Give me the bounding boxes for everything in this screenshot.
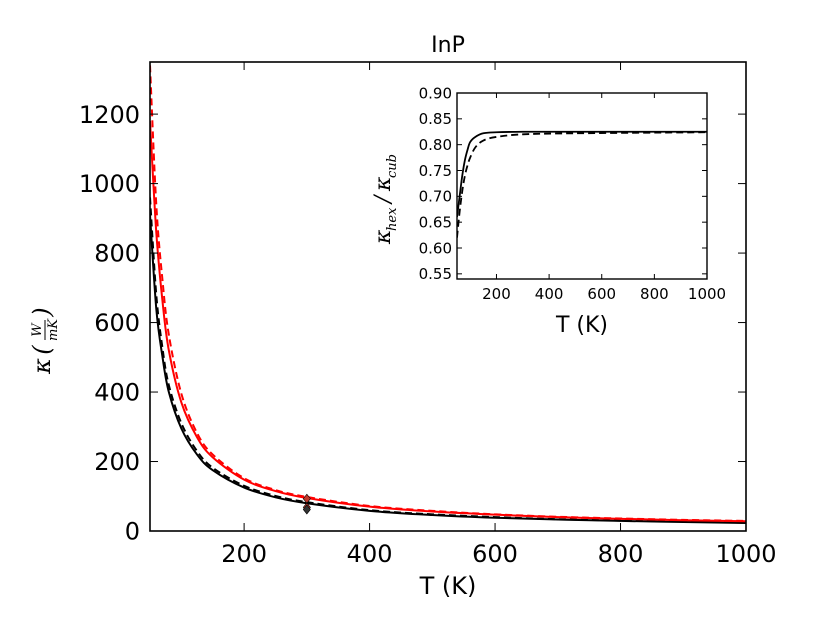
main-markers-group (302, 493, 311, 515)
series-line-0 (457, 130, 707, 218)
inset-y-label-kappa1: κ (371, 229, 396, 245)
y-tick-label-4: 0.75 (419, 162, 452, 180)
y-tick-label-3: 600 (94, 309, 140, 337)
y-tick-label-1: 200 (94, 448, 140, 476)
y-tick-label-1: 0.60 (419, 239, 452, 257)
series-line-2 (150, 121, 746, 523)
y-tick-label-0: 0.55 (419, 265, 452, 283)
inset-y-label-slash: / (371, 193, 396, 205)
y-tick-label-6: 1200 (79, 101, 140, 129)
main-plot-frame (149, 61, 747, 532)
y-axis-label-symbol: κ (28, 358, 56, 375)
inset-ticks-group: 200 400 600 800 1000 0.55 0.60 0.65 0.70 0.75 0.80… (419, 84, 727, 303)
y-axis-label-numerator: W (30, 322, 45, 337)
y-tick-label-5: 1000 (79, 170, 140, 198)
inset-x-axis-label: T (K) (555, 313, 608, 338)
y-tick-label-6: 0.85 (419, 110, 452, 128)
x-tick-label-3: 800 (640, 285, 669, 303)
inset-background (457, 93, 707, 279)
y-axis-label-paren-open: ( (28, 345, 56, 355)
y-tick-label-2: 0.65 (419, 214, 452, 232)
x-tick-label-2: 600 (472, 540, 518, 568)
main-ticks-group: 200 400 600 800 1000 0 200 400 600 800 1000 1200 (79, 62, 777, 568)
chart-title: InP (431, 33, 465, 58)
y-tick-label-3: 0.70 (419, 188, 452, 206)
x-tick-label-4: 1000 (715, 540, 776, 568)
series-line-1 (150, 197, 746, 524)
y-axis-label: κ ( W mK ) (28, 307, 61, 375)
y-tick-label-7: 0.90 (419, 84, 452, 102)
data-marker-2 (302, 504, 311, 515)
inset-plot-frame (456, 92, 708, 280)
y-axis-label-denominator: mK (46, 318, 61, 341)
y-axis-label-paren-close: ) (28, 307, 56, 317)
y-tick-label-0: 0 (125, 518, 140, 546)
x-tick-label-3: 800 (598, 540, 644, 568)
x-tick-label-1: 400 (347, 540, 393, 568)
y-tick-label-2: 400 (94, 379, 140, 407)
inset-y-label-sub2: cub (385, 154, 400, 178)
y-tick-label-5: 0.80 (419, 136, 452, 154)
inset-y-label-kappa2: κ (371, 176, 396, 192)
inset-chart: 200 400 600 800 1000 0.55 0.60 0.65 0.70 0.75 0.80… (371, 84, 726, 338)
series-line-1 (457, 131, 707, 238)
main-series-group (150, 65, 746, 525)
x-tick-label-2: 600 (587, 285, 616, 303)
x-tick-label-1: 400 (535, 285, 564, 303)
x-tick-label-0: 200 (482, 285, 511, 303)
y-tick-label-4: 800 (94, 240, 140, 268)
inset-y-axis-label: κ hex / κ cub (371, 154, 400, 245)
x-tick-label-4: 1000 (688, 285, 726, 303)
series-line-3 (150, 65, 746, 522)
inset-y-label-sub1: hex (385, 207, 400, 231)
x-axis-label: T (K) (419, 572, 477, 600)
inset-series-group (457, 130, 707, 238)
x-tick-label-0: 200 (221, 540, 267, 568)
main-chart: InP 200 400 600 800 1000 0 200 400 600 800 1000 120… (28, 33, 777, 600)
